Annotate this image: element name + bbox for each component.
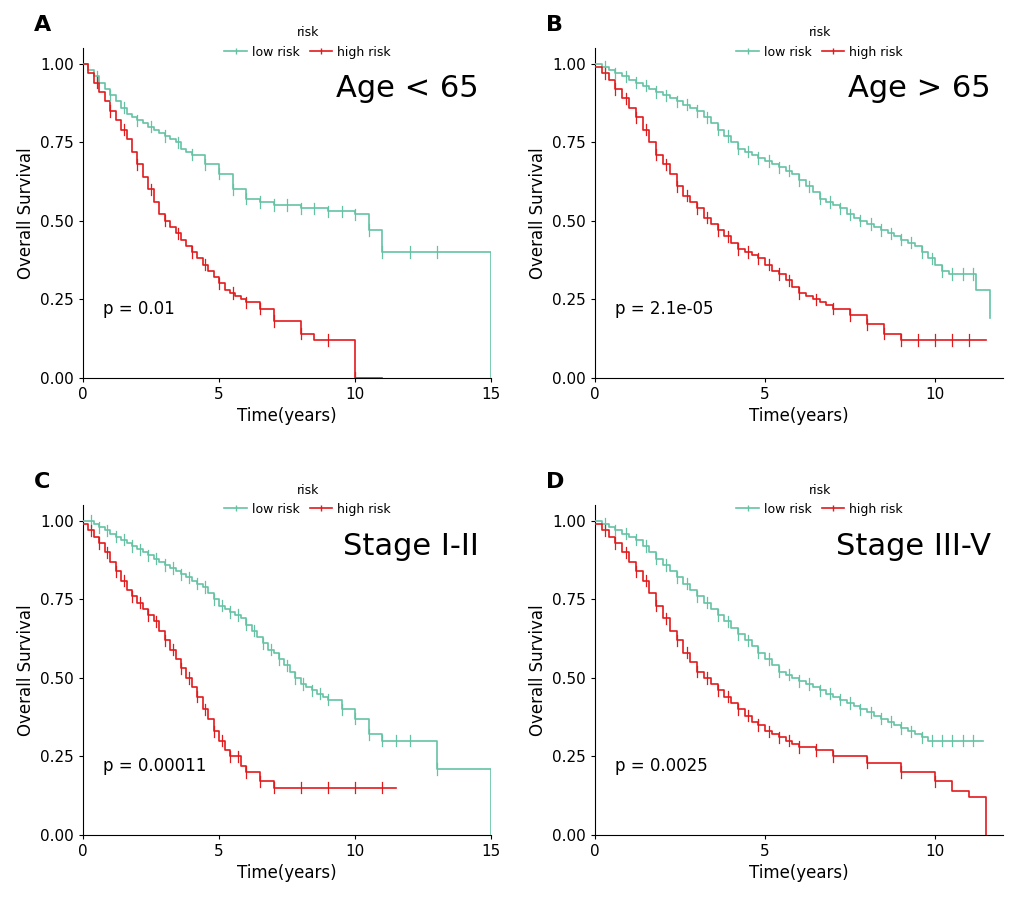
Legend: low risk, high risk: low risk, high risk — [219, 22, 395, 64]
Text: Stage I-II: Stage I-II — [342, 531, 479, 561]
Y-axis label: Overall Survival: Overall Survival — [16, 604, 35, 735]
Legend: low risk, high risk: low risk, high risk — [219, 478, 395, 521]
Text: C: C — [34, 472, 50, 493]
X-axis label: Time(years): Time(years) — [749, 864, 848, 882]
Text: p = 0.00011: p = 0.00011 — [103, 758, 207, 776]
Text: p = 0.0025: p = 0.0025 — [614, 758, 707, 776]
Text: A: A — [34, 15, 51, 35]
Text: B: B — [545, 15, 562, 35]
Text: p = 0.01: p = 0.01 — [103, 300, 175, 318]
Text: p = 2.1e-05: p = 2.1e-05 — [614, 300, 713, 318]
Legend: low risk, high risk: low risk, high risk — [731, 478, 907, 521]
Y-axis label: Overall Survival: Overall Survival — [528, 604, 546, 735]
Y-axis label: Overall Survival: Overall Survival — [16, 147, 35, 279]
Y-axis label: Overall Survival: Overall Survival — [528, 147, 546, 279]
X-axis label: Time(years): Time(years) — [237, 864, 336, 882]
Text: D: D — [545, 472, 564, 493]
X-axis label: Time(years): Time(years) — [237, 407, 336, 425]
X-axis label: Time(years): Time(years) — [749, 407, 848, 425]
Text: Age < 65: Age < 65 — [336, 75, 479, 103]
Text: Age > 65: Age > 65 — [848, 75, 990, 103]
Text: Stage III-V: Stage III-V — [836, 531, 990, 561]
Legend: low risk, high risk: low risk, high risk — [731, 22, 907, 64]
